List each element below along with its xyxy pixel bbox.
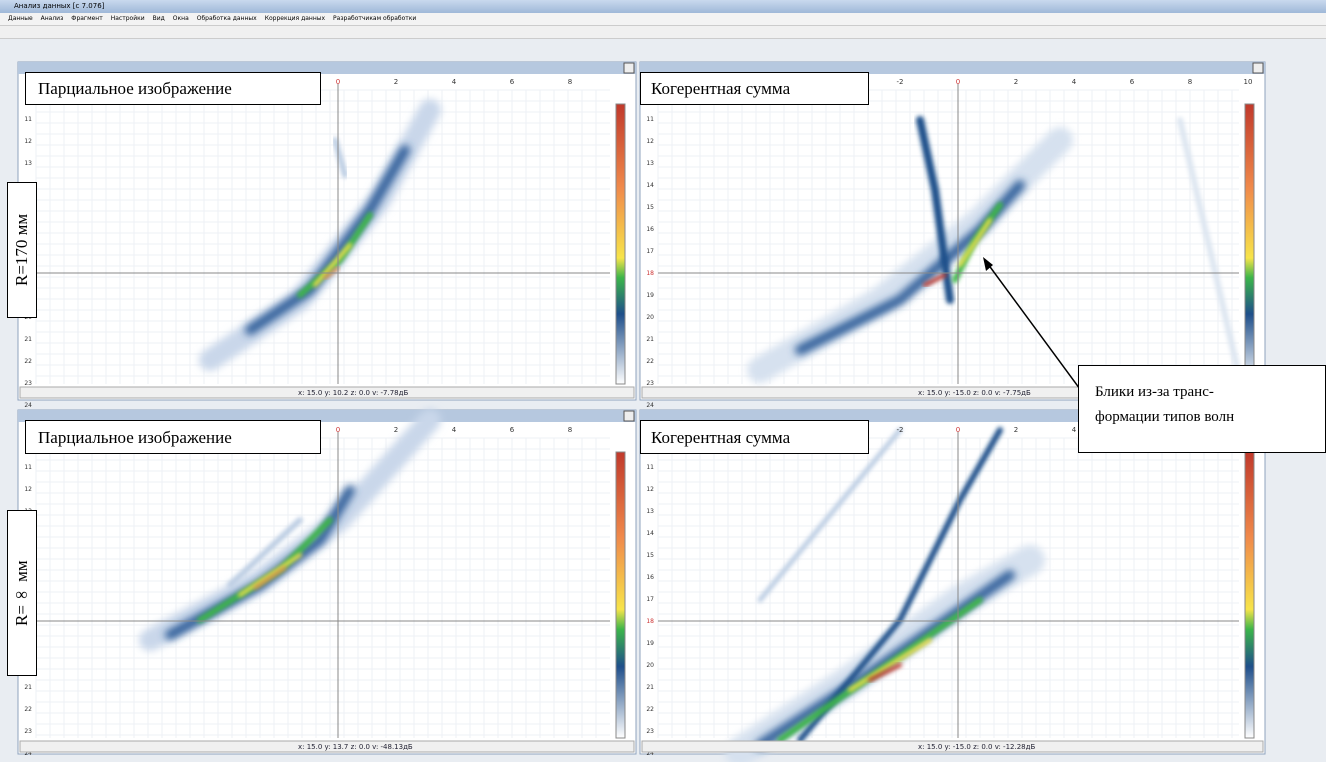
status-text: x: 15.0 y: -15.0 z: 0.0 v: -7.75дБ <box>918 389 1031 397</box>
y-tick-label: 16 <box>646 226 654 233</box>
y-tick-label: 11 <box>646 116 654 123</box>
y-tick-label: 15 <box>646 204 654 211</box>
y-tick-label: 13 <box>646 160 654 167</box>
y-tick-label: 21 <box>24 336 32 343</box>
image-panel: 024681112131415161718192021222324x: 15.0… <box>18 62 636 409</box>
panel-label: Когерентная сумма <box>640 420 869 454</box>
y-tick-label: 14 <box>646 182 654 189</box>
y-tick-label: 20 <box>646 314 654 321</box>
status-text: x: 15.0 y: -15.0 z: 0.0 v: -12.28дБ <box>918 743 1035 751</box>
panel-label: Парциальное изображение <box>25 420 321 454</box>
close-button[interactable] <box>624 411 634 421</box>
colorbar <box>1245 104 1254 384</box>
colorbar <box>1245 452 1254 738</box>
y-tick-label: 12 <box>646 138 654 145</box>
y-tick-label: 22 <box>24 706 32 713</box>
y-tick-label: 12 <box>24 138 32 145</box>
image-panel: -202468101112131415161718192021222324x: … <box>640 410 1265 757</box>
y-tick-label: 19 <box>646 292 654 299</box>
y-tick-label: 13 <box>646 508 654 515</box>
y-tick-label: 18 <box>646 618 654 625</box>
x-tick-label: 6 <box>510 78 515 86</box>
y-tick-label: 16 <box>646 574 654 581</box>
y-tick-label: 24 <box>646 402 654 409</box>
y-tick-label: 21 <box>646 684 654 691</box>
status-text: x: 15.0 y: 13.7 z: 0.0 v: -48.13дБ <box>298 743 413 751</box>
image-panel: 024681112131415161718192021222324x: 15.0… <box>18 410 636 757</box>
annotation-line: формации типов волн <box>1095 405 1309 430</box>
x-tick-label: 4 <box>1072 78 1077 86</box>
y-tick-label: 21 <box>24 684 32 691</box>
status-text: x: 15.0 y: 10.2 z: 0.0 v: -7.78дБ <box>298 389 408 397</box>
y-tick-label: 22 <box>24 358 32 365</box>
colorbar <box>616 452 625 738</box>
x-tick-label: 0 <box>336 426 340 434</box>
y-tick-label: 11 <box>646 464 654 471</box>
y-tick-label: 12 <box>646 486 654 493</box>
close-button[interactable] <box>1253 63 1263 73</box>
x-tick-label: 8 <box>568 78 572 86</box>
page: {"window": {"title": "Анализ данных [c 7… <box>0 0 1326 762</box>
x-tick-label: 2 <box>1014 426 1018 434</box>
y-tick-label: 24 <box>24 402 32 409</box>
y-tick-label: 17 <box>646 596 654 603</box>
y-tick-label: 23 <box>646 380 654 387</box>
y-tick-label: 11 <box>24 116 32 123</box>
x-tick-label: 0 <box>336 78 340 86</box>
close-button[interactable] <box>624 63 634 73</box>
row-label: R=170 мм <box>7 182 37 318</box>
panel-label: Парциальное изображение <box>25 72 321 105</box>
y-tick-label: 23 <box>24 728 32 735</box>
y-tick-label: 23 <box>24 380 32 387</box>
x-tick-label: 4 <box>1072 426 1077 434</box>
row-label: R=∞ мм <box>7 510 37 676</box>
y-tick-label: 21 <box>646 336 654 343</box>
annotation-box: Блики из-за транс- формации типов волн <box>1078 365 1326 453</box>
x-tick-label: 2 <box>394 426 398 434</box>
y-tick-label: 11 <box>24 464 32 471</box>
panel-label: Когерентная сумма <box>640 72 869 105</box>
x-tick-label: 0 <box>956 78 960 86</box>
y-tick-label: 12 <box>24 486 32 493</box>
x-tick-label: 10 <box>1244 78 1253 86</box>
y-tick-label: 14 <box>646 530 654 537</box>
x-tick-label: 4 <box>452 426 457 434</box>
x-tick-label: -2 <box>897 426 904 434</box>
y-tick-label: 15 <box>646 552 654 559</box>
y-tick-label: 18 <box>646 270 654 277</box>
y-tick-label: 22 <box>646 358 654 365</box>
y-tick-label: 22 <box>646 706 654 713</box>
x-tick-label: 6 <box>1130 78 1135 86</box>
x-tick-label: 8 <box>568 426 572 434</box>
x-tick-label: 4 <box>452 78 457 86</box>
x-tick-label: 6 <box>510 426 515 434</box>
x-tick-label: 8 <box>1188 78 1192 86</box>
panel-frame <box>18 62 636 400</box>
x-tick-label: 2 <box>1014 78 1018 86</box>
y-tick-label: 23 <box>646 728 654 735</box>
annotation-line: Блики из-за транс- <box>1095 380 1309 405</box>
colorbar <box>616 104 625 384</box>
y-tick-label: 13 <box>24 160 32 167</box>
x-tick-label: 2 <box>394 78 398 86</box>
x-tick-label: 0 <box>956 426 960 434</box>
y-tick-label: 20 <box>646 662 654 669</box>
y-tick-label: 19 <box>646 640 654 647</box>
y-tick-label: 17 <box>646 248 654 255</box>
x-tick-label: -2 <box>897 78 904 86</box>
